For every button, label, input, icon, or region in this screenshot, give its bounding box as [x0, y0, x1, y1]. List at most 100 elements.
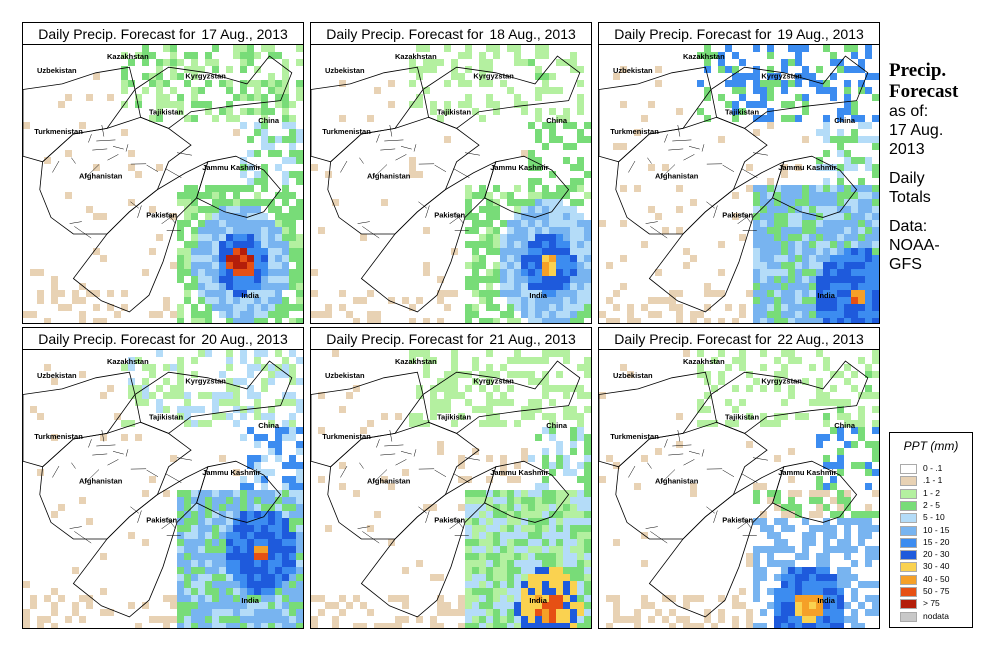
precip-cell — [416, 616, 423, 623]
label-jammu-kashmir: Jammu Kashmir — [490, 163, 548, 172]
precip-cell — [240, 532, 247, 539]
precip-cell — [51, 588, 58, 595]
country-border — [710, 360, 869, 434]
precip-cell — [753, 192, 760, 199]
precip-cell — [830, 595, 837, 602]
precip-cell — [177, 553, 184, 560]
precip-cell — [177, 525, 184, 532]
precip-cell — [289, 588, 296, 595]
label-india: India — [241, 596, 259, 605]
precip-cell — [746, 73, 753, 80]
precip-cell — [191, 206, 198, 213]
precip-cell — [247, 94, 254, 101]
precip-cell — [767, 553, 774, 560]
precip-cell — [563, 581, 570, 588]
precip-cell — [261, 385, 268, 392]
precip-cell — [535, 87, 542, 94]
precip-cell — [282, 241, 289, 248]
precip-cell — [51, 623, 58, 628]
precip-cell — [226, 248, 233, 255]
precip-cell — [865, 87, 872, 94]
precip-cell — [851, 385, 858, 392]
precip-cell — [837, 255, 844, 262]
precip-cell — [795, 504, 802, 511]
precip-cell — [760, 87, 767, 94]
precip-cell — [205, 497, 212, 504]
precip-cell — [844, 80, 851, 87]
precip-cell — [753, 318, 760, 323]
precip-cell — [275, 101, 282, 108]
precip-cell — [275, 241, 282, 248]
precip-cell — [219, 234, 226, 241]
precip-cell — [507, 248, 514, 255]
precip-cell — [353, 297, 360, 304]
precip-cell — [296, 469, 303, 476]
precip-cell — [402, 469, 409, 476]
precip-cell — [641, 455, 648, 462]
precip-cell — [577, 532, 584, 539]
precip-cell — [163, 304, 170, 311]
precip-cell — [746, 560, 753, 567]
precip-cell — [528, 581, 535, 588]
precip-cell — [198, 297, 205, 304]
precip-cell — [556, 574, 563, 581]
precip-cell — [268, 45, 275, 52]
precip-cell — [844, 234, 851, 241]
precip-cell — [423, 262, 430, 269]
precip-cell — [177, 588, 184, 595]
precip-cell — [542, 269, 549, 276]
precip-cell — [479, 490, 486, 497]
province-border — [125, 449, 129, 457]
precip-cell — [542, 199, 549, 206]
province-border — [400, 146, 412, 150]
precip-cell — [226, 290, 233, 297]
precip-cell — [767, 311, 774, 318]
precip-cell — [500, 455, 507, 462]
precip-cell — [837, 318, 844, 323]
precip-cell — [205, 213, 212, 220]
precip-cell — [781, 185, 788, 192]
precip-cell — [318, 427, 325, 434]
precip-cell — [275, 248, 282, 255]
province-border — [340, 160, 348, 173]
precip-cell — [254, 511, 261, 518]
precip-cell — [247, 164, 254, 171]
precip-cell — [584, 434, 591, 441]
precip-cell — [240, 609, 247, 616]
precip-cell — [774, 455, 781, 462]
precip-cell — [809, 199, 816, 206]
precip-cell — [795, 220, 802, 227]
precip-cell — [479, 539, 486, 546]
precip-cell — [254, 532, 261, 539]
precip-cell — [690, 311, 697, 318]
precip-cell — [437, 399, 444, 406]
precip-cell — [409, 157, 416, 164]
precip-cell — [774, 588, 781, 595]
province-border — [664, 439, 668, 448]
precip-cell — [191, 318, 198, 323]
precip-cell — [858, 297, 865, 304]
precip-cell — [795, 609, 802, 616]
precip-cell — [816, 504, 823, 511]
province-border — [69, 221, 82, 224]
precip-cell — [809, 206, 816, 213]
precip-cell — [493, 45, 500, 52]
precip-cell — [725, 304, 732, 311]
precip-cell — [493, 420, 500, 427]
precip-cell — [535, 276, 542, 283]
precip-cell — [254, 553, 261, 560]
precip-cell — [261, 122, 268, 129]
precip-cell — [247, 455, 254, 462]
precip-cell — [500, 595, 507, 602]
precip-cell — [830, 283, 837, 290]
province-border — [668, 453, 684, 456]
province-border — [84, 164, 100, 180]
precip-cell — [275, 546, 282, 553]
precip-cell — [444, 45, 451, 52]
precip-cell — [261, 171, 268, 178]
precip-cell — [275, 227, 282, 234]
precip-cell — [486, 455, 493, 462]
precip-cell — [282, 511, 289, 518]
province-border — [713, 510, 718, 523]
precip-cell — [542, 511, 549, 518]
